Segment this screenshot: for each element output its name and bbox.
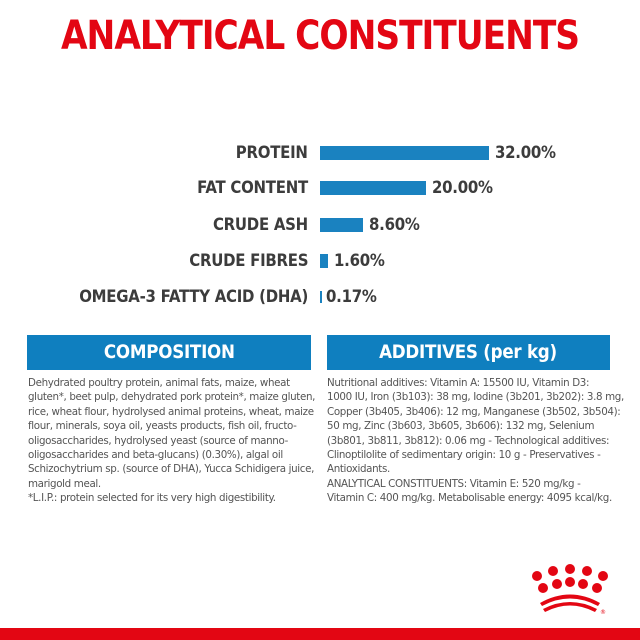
bar-label: OMEGA-3 FATTY ACID (DHA): [79, 287, 308, 307]
chart-row-omega-3-dha: OMEGA-3 FATTY ACID (DHA) 0.17%: [0, 284, 640, 310]
bar: [320, 146, 489, 160]
page-title: ANALYTICAL CONSTITUENTS: [60, 13, 580, 59]
bar: [320, 254, 328, 268]
composition-line: Schizochytrium sp. (source of DHA), Yucc…: [28, 463, 315, 476]
bar-value: 8.60%: [369, 215, 420, 235]
composition-line: *L.I.P.: protein selected for its very h…: [28, 492, 276, 505]
royal-canin-crown-icon: ®: [530, 562, 610, 618]
bar-value: 0.17%: [326, 287, 377, 307]
composition-line: oligosaccharides and beta-glucans) (0.30…: [28, 449, 283, 462]
additives-heading: ADDITIVES (per kg): [327, 335, 610, 370]
composition-heading-text: COMPOSITION: [103, 341, 235, 363]
footer-band: [0, 628, 640, 640]
additives-line: 1000 IU, Iron (3b103): 38 mg, Iodine (3b…: [327, 391, 624, 404]
bar-value: 32.00%: [495, 143, 556, 163]
chart-row-fat-content: FAT CONTENT 20.00%: [0, 175, 640, 201]
composition-heading: COMPOSITION: [27, 335, 311, 370]
additives-line: Nutritional additives: Vitamin A: 15500 …: [327, 377, 590, 389]
composition-line: flour, minerals, soya oil, yeasts produc…: [28, 420, 297, 433]
bar: [320, 291, 322, 303]
additives-line: Clinoptilolite of sedimentary origin: 10…: [327, 449, 601, 462]
bar: [320, 181, 426, 195]
bar-label: PROTEIN: [236, 143, 308, 163]
chart-row-crude-ash: CRUDE ASH 8.60%: [0, 212, 640, 238]
additives-text: Nutritional additives: Vitamin A: 15500 …: [327, 376, 627, 506]
additives-line: Copper (3b405, 3b406): 12 mg, Manganese …: [327, 405, 621, 418]
composition-line: Dehydrated poultry protein, animal fats,…: [28, 377, 290, 389]
chart-row-protein: PROTEIN 32.00%: [0, 140, 640, 166]
bar-label: CRUDE ASH: [213, 215, 308, 235]
analytical-constituents-chart: PROTEIN 32.00% FAT CONTENT 20.00% CRUDE …: [0, 140, 640, 315]
additives-line: (3b801, 3b811, 3b812): 0.06 mg - Technol…: [327, 434, 610, 447]
additives-line: Antioxidants.: [327, 463, 390, 476]
additives-line: 50 mg, Zinc (3b603, 3b605, 3b606): 132 m…: [327, 420, 595, 433]
bar-value: 20.00%: [432, 178, 493, 198]
bar-label: FAT CONTENT: [197, 178, 308, 198]
additives-line: ANALYTICAL CONSTITUENTS: Vitamin E: 520 …: [327, 477, 581, 490]
bar-label: CRUDE FIBRES: [188, 251, 308, 271]
composition-line: rice, wheat flour, hydrolysed animal pro…: [28, 405, 314, 418]
composition-text: Dehydrated poultry protein, animal fats,…: [28, 376, 318, 506]
composition-line: gluten*, beet pulp, dehydrated pork prot…: [28, 391, 316, 404]
additives-line: Vitamin C: 400 mg/kg. Metabolisable ener…: [327, 492, 612, 505]
additives-heading-text: ADDITIVES (per kg): [379, 341, 558, 363]
bar-value: 1.60%: [334, 251, 385, 271]
registered-mark: ®: [600, 609, 606, 616]
bar: [320, 218, 363, 232]
composition-line: oligosaccharides, hydrolysed yeast (sour…: [28, 434, 288, 447]
composition-line: marigold meal.: [28, 477, 101, 490]
chart-row-crude-fibres: CRUDE FIBRES 1.60%: [0, 248, 640, 274]
